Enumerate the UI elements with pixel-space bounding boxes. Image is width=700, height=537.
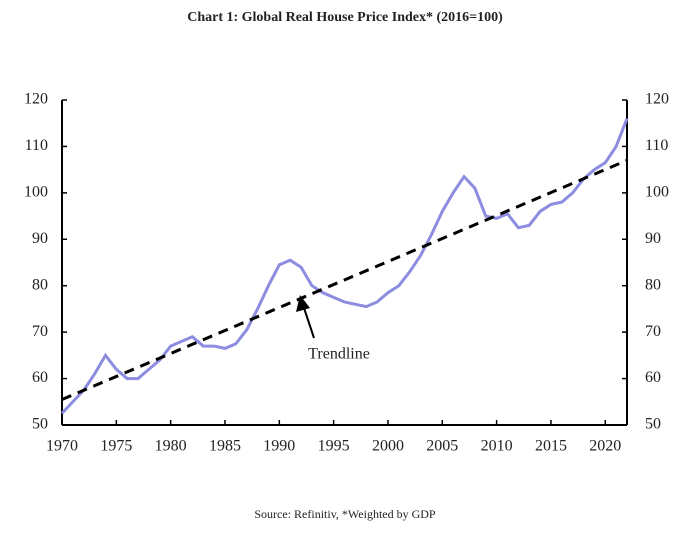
trendline [61, 158, 628, 401]
y-tick-label: 80 [32, 276, 48, 293]
x-tick-label: 1975 [100, 438, 132, 455]
x-tick-label: 2010 [481, 438, 513, 455]
y2-tick-label: 120 [645, 91, 669, 108]
x-tick-label: 1985 [209, 438, 241, 455]
x-tick-label: 2005 [426, 438, 458, 455]
y-tick-label: 120 [24, 91, 48, 108]
x-tick-label: 1990 [263, 438, 295, 455]
x-tick-label: 1970 [46, 438, 78, 455]
y2-tick-label: 70 [645, 323, 661, 340]
y-tick-label: 100 [24, 184, 48, 201]
y2-tick-label: 110 [645, 137, 668, 154]
y2-tick-label: 90 [645, 230, 661, 247]
source: Source: Refinitiv, *Weighted by GDP [254, 507, 436, 521]
y-tick-label: 110 [25, 137, 48, 154]
y2-tick-label: 50 [645, 416, 661, 433]
chart-title: Chart 1: Global Real House Price Index* … [187, 10, 503, 25]
y-tick-label: 60 [32, 369, 48, 386]
series-line [60, 118, 629, 415]
y2-tick-label: 80 [645, 276, 661, 293]
annotation-arrow [302, 304, 315, 339]
y2-tick-label: 60 [645, 369, 661, 386]
y-tick-label: 90 [32, 230, 48, 247]
x-tick-label: 1995 [318, 438, 350, 455]
y-tick-label: 70 [32, 323, 48, 340]
y-tick-label: 50 [32, 416, 48, 433]
x-tick-label: 2000 [372, 438, 404, 455]
y2-tick-label: 100 [645, 184, 669, 201]
annotation: Trendline [308, 346, 370, 363]
x-tick-label: 1980 [155, 438, 187, 455]
x-tick-label: 2015 [535, 438, 567, 455]
x-tick-label: 2020 [589, 438, 621, 455]
